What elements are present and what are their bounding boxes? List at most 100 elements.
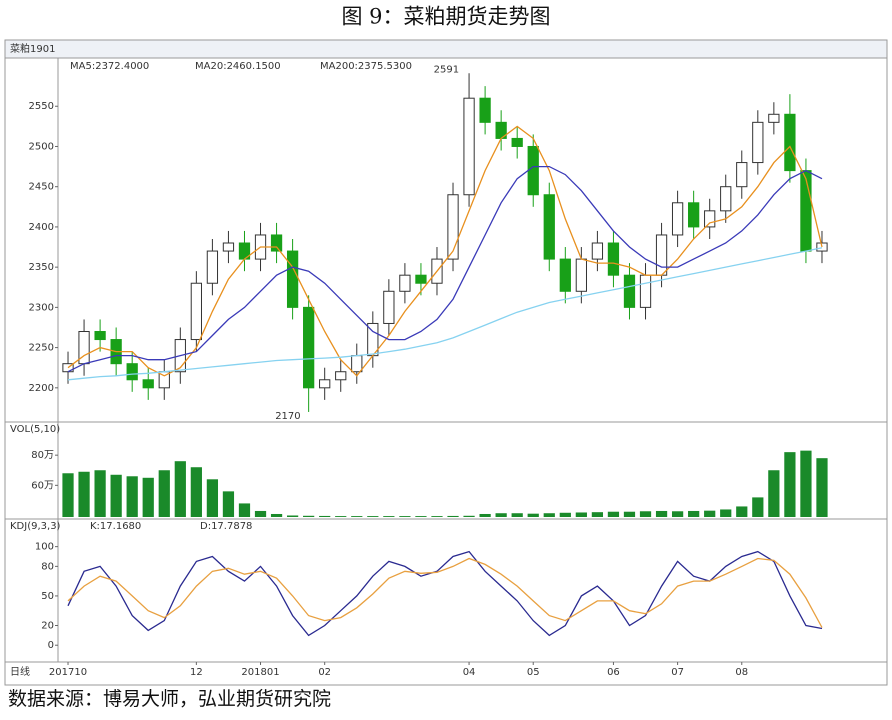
page-title: 图 9：菜粕期货走势图 <box>341 5 550 29</box>
x-tick-label: 12 <box>190 667 203 678</box>
candle-body <box>655 234 668 276</box>
candle-body <box>190 282 202 341</box>
y-tick-label: 2550 <box>29 101 54 112</box>
volume-bar <box>383 516 395 517</box>
candle-body <box>527 145 539 196</box>
candle-body <box>559 258 571 292</box>
candle-body <box>816 242 828 252</box>
y-tick-label: 60万 <box>31 480 54 491</box>
candle-body <box>303 306 315 389</box>
volume-bar <box>591 512 604 517</box>
y-tick-label: 2300 <box>29 302 54 313</box>
volume-bar <box>752 497 764 517</box>
y-tick-label: 50 <box>41 591 54 602</box>
volume-bar <box>238 503 251 517</box>
volume-bar <box>431 516 443 517</box>
y-tick-label: 2450 <box>29 182 54 193</box>
volume-bar <box>286 515 299 517</box>
volume-bar <box>688 510 700 517</box>
candle-body <box>704 210 716 228</box>
legend-entry: MA200:2375.5300 <box>320 61 412 72</box>
high-annotation: 2591 <box>434 64 459 75</box>
source-note: 数据来源：博易大师，弘业期货研究院 <box>8 688 331 710</box>
panel-title: 菜粕1901 <box>10 42 55 55</box>
volume-bar <box>190 467 202 517</box>
series-line <box>67 550 823 637</box>
candle-body <box>335 371 347 381</box>
candle-body <box>351 355 363 373</box>
candle-body <box>688 202 700 228</box>
volume-bar <box>463 515 475 517</box>
y-tick-label: 2250 <box>29 343 54 354</box>
y-tick-label: 2350 <box>29 262 54 273</box>
legend-entry: MA5:2372.4000 <box>70 61 149 72</box>
volume-bar <box>655 510 668 517</box>
volume-bar <box>270 513 283 517</box>
candle-body <box>543 194 555 260</box>
x-tick-label: 08 <box>735 667 748 678</box>
volume-bar <box>319 515 331 517</box>
candle-body <box>270 234 283 252</box>
candle-body <box>511 137 523 147</box>
candle-body <box>399 274 411 292</box>
volume-bar <box>559 512 571 517</box>
volume-bar <box>62 473 74 517</box>
y-tick-label: 80万 <box>31 450 54 461</box>
volume-bar <box>94 470 106 517</box>
y-tick-label: 2400 <box>29 222 54 233</box>
x-tick-label: 04 <box>463 667 476 678</box>
volume-bar <box>367 516 379 517</box>
y-tick-label: 80 <box>41 561 54 572</box>
x-tick-label: 201710 <box>49 667 87 678</box>
candle-body <box>463 97 475 196</box>
candle-body <box>623 274 636 308</box>
candle-body <box>383 290 395 324</box>
header-bar <box>4 39 888 59</box>
volume-bar <box>575 512 587 517</box>
volume-bar <box>479 513 491 517</box>
candle-body <box>222 242 235 252</box>
y-tick-label: 20 <box>41 621 54 632</box>
volume-bar <box>736 506 748 517</box>
y-tick-label: 2200 <box>29 383 54 394</box>
volume-bar <box>174 461 186 517</box>
volume-bar <box>78 471 90 517</box>
volume-bar <box>800 450 812 517</box>
candle-body <box>671 202 684 236</box>
volume-bar <box>527 513 539 517</box>
candle-body <box>639 274 652 308</box>
candle-body <box>607 242 620 276</box>
candle-body <box>142 379 154 389</box>
y-tick-label: 100 <box>35 542 54 553</box>
candle-body <box>206 250 219 284</box>
candle-body <box>800 170 812 252</box>
candle-body <box>94 331 106 341</box>
candle-body <box>720 186 732 212</box>
volume-bar <box>623 511 636 517</box>
volume-bar <box>351 516 363 517</box>
volume-bar <box>142 477 154 517</box>
candle-body <box>447 194 459 260</box>
low-annotation: 2170 <box>275 411 300 422</box>
x-axis-label: 日线 <box>10 665 30 678</box>
volume-bar <box>768 470 780 517</box>
chart-frame <box>4 39 888 686</box>
candle-body <box>575 258 587 292</box>
volume-bar <box>671 511 684 517</box>
volume-bar <box>447 515 459 517</box>
x-tick-label: 07 <box>671 667 684 678</box>
candle-body <box>286 250 299 308</box>
volume-bar <box>222 491 235 517</box>
volume-bar <box>784 452 796 517</box>
x-tick-label: 05 <box>527 667 540 678</box>
candle-body <box>591 242 604 260</box>
candle-body <box>126 363 138 381</box>
legend-entry: K:17.1680 <box>90 521 141 532</box>
volume-bar <box>303 515 315 517</box>
series-line <box>67 165 823 373</box>
volume-bar <box>639 511 652 517</box>
volume-bar <box>206 479 219 517</box>
panel-title: KDJ(9,3,3) <box>10 521 61 532</box>
series-line <box>67 125 823 377</box>
candle-body <box>784 113 796 172</box>
